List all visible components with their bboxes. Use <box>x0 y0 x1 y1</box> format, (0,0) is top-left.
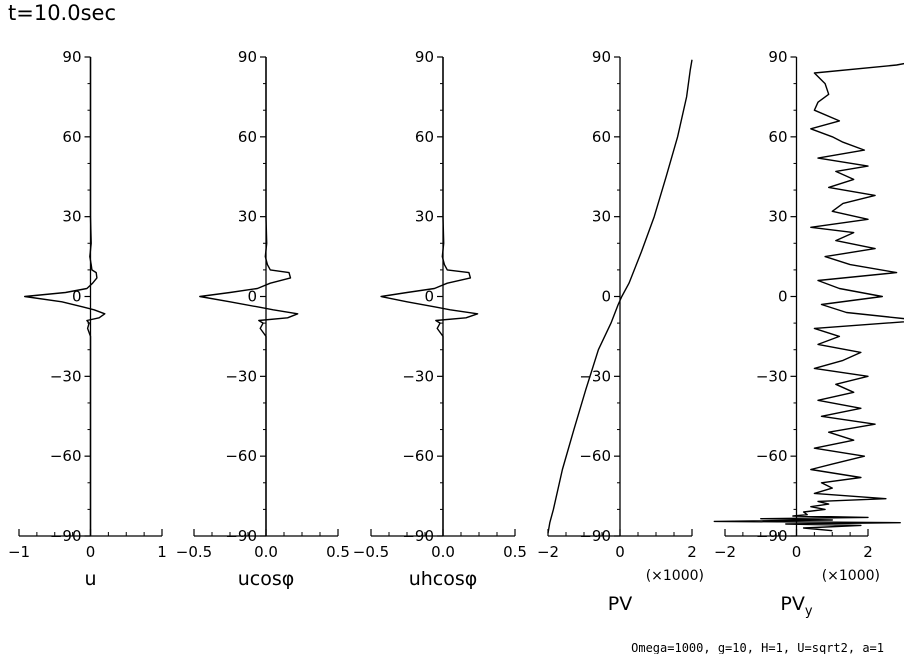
x-axis-label: uhcosφ <box>409 568 478 590</box>
series-line <box>24 57 106 536</box>
x-axis-label-subscript: y <box>805 604 813 619</box>
y-tick-label: 60 <box>768 128 787 146</box>
x-tick-label: 0 <box>792 543 802 561</box>
x-multiplier-label: (×1000) <box>822 568 880 584</box>
y-tick-label: −30 <box>50 367 82 385</box>
x-tick-label: 0.0 <box>431 543 455 561</box>
y-tick-label: −60 <box>402 447 434 465</box>
y-tick-label: −60 <box>756 447 788 465</box>
x-axis-label: u <box>84 568 96 590</box>
y-tick-label: 60 <box>415 128 434 146</box>
y-tick-label: 30 <box>768 208 787 226</box>
y-tick-label: −30 <box>402 367 434 385</box>
series-line <box>547 59 693 534</box>
y-tick-label: 90 <box>768 48 787 66</box>
y-tick-label: −60 <box>579 447 611 465</box>
y-tick-label: 30 <box>415 208 434 226</box>
x-tick-label: 2 <box>863 543 873 561</box>
y-tick-label: 0 <box>778 288 788 306</box>
y-tick-label: 90 <box>238 48 257 66</box>
x-tick-label: −1 <box>8 543 30 561</box>
y-tick-label: 30 <box>238 208 257 226</box>
x-tick-label: −0.5 <box>353 543 389 561</box>
y-tick-label: 60 <box>62 128 81 146</box>
x-tick-label: −0.5 <box>176 543 212 561</box>
y-tick-label: 30 <box>62 208 81 226</box>
y-tick-label: −30 <box>225 367 257 385</box>
y-tick-label: 0 <box>247 288 257 306</box>
y-tick-label: 90 <box>62 48 81 66</box>
y-tick-label: −60 <box>50 447 82 465</box>
y-tick-label: 90 <box>592 48 611 66</box>
x-tick-label: 0.5 <box>503 543 527 561</box>
y-tick-label: 60 <box>592 128 611 146</box>
x-tick-label: 0.5 <box>326 543 350 561</box>
y-tick-label: 90 <box>415 48 434 66</box>
x-axis-label: PV <box>608 593 632 615</box>
x-tick-label: 2 <box>687 543 697 561</box>
y-tick-label: −60 <box>225 447 257 465</box>
y-tick-label: 60 <box>238 128 257 146</box>
y-tick-label: 0 <box>72 288 82 306</box>
series-line <box>199 57 299 536</box>
x-tick-label: 1 <box>157 543 167 561</box>
x-tick-label: 0 <box>615 543 625 561</box>
x-tick-label: −2 <box>537 543 559 561</box>
x-tick-label: −2 <box>714 543 736 561</box>
y-tick-label: 30 <box>592 208 611 226</box>
y-tick-label: 0 <box>424 288 434 306</box>
series-line <box>380 57 479 536</box>
x-tick-label: 0.0 <box>254 543 278 561</box>
parameters-footnote: Omega=1000, g=10, H=1, U=sqrt2, a=1 <box>631 641 884 654</box>
series-line <box>713 62 904 532</box>
y-tick-label: −30 <box>579 367 611 385</box>
y-tick-label: −30 <box>756 367 788 385</box>
x-multiplier-label: (×1000) <box>646 568 704 584</box>
x-axis-label: PVy <box>780 593 812 619</box>
x-tick-label: 0 <box>86 543 96 561</box>
y-tick-label: 0 <box>601 288 611 306</box>
x-axis-label: ucosφ <box>238 568 295 590</box>
title: t=10.0sec <box>8 1 116 25</box>
